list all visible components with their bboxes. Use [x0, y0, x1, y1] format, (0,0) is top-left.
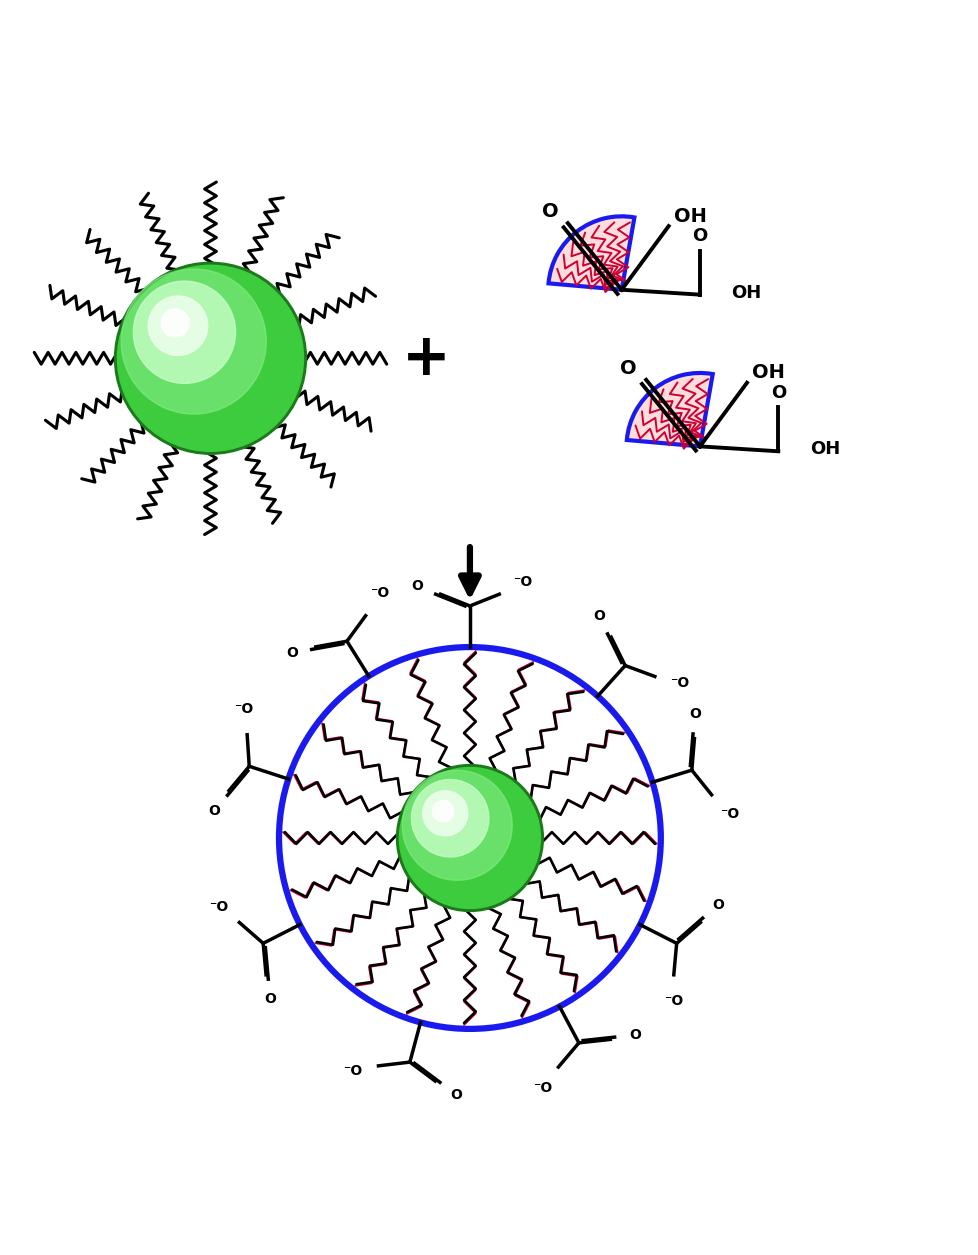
Text: ⁻O: ⁻O [342, 1064, 362, 1078]
Circle shape [117, 265, 303, 452]
Text: O: O [628, 1028, 640, 1043]
Text: ⁻O: ⁻O [234, 702, 252, 715]
Text: ⁻O: ⁻O [533, 1082, 553, 1096]
Text: ⁻O: ⁻O [670, 676, 689, 690]
Text: O: O [691, 227, 707, 245]
Text: O: O [208, 803, 220, 817]
Circle shape [148, 296, 207, 355]
Circle shape [279, 648, 660, 1029]
Text: ⁻O: ⁻O [720, 807, 738, 821]
Text: ⁻O: ⁻O [512, 576, 532, 590]
Text: O: O [263, 993, 276, 1007]
Circle shape [114, 262, 306, 454]
Text: ⁻O: ⁻O [663, 994, 683, 1008]
Text: O: O [411, 580, 422, 594]
Text: O: O [620, 359, 636, 378]
Text: O: O [711, 899, 724, 912]
Circle shape [133, 281, 236, 383]
Text: ⁻O: ⁻O [370, 586, 388, 600]
Text: +: + [401, 330, 450, 387]
Circle shape [411, 779, 488, 857]
Circle shape [121, 269, 266, 414]
Text: O: O [542, 202, 557, 221]
Circle shape [161, 309, 189, 336]
Text: O: O [450, 1088, 462, 1102]
Circle shape [432, 801, 453, 822]
Text: O: O [286, 645, 297, 660]
Text: O: O [770, 384, 785, 402]
Circle shape [399, 768, 540, 909]
Text: O: O [593, 609, 604, 622]
Text: OH: OH [731, 284, 761, 301]
Wedge shape [626, 373, 712, 447]
Circle shape [396, 764, 543, 911]
Text: OH: OH [751, 364, 784, 383]
Text: OH: OH [809, 441, 839, 458]
Text: OH: OH [673, 207, 706, 226]
Wedge shape [548, 216, 634, 290]
Circle shape [402, 771, 511, 880]
Circle shape [422, 791, 467, 836]
Text: O: O [689, 707, 700, 720]
Text: ⁻O: ⁻O [208, 900, 228, 914]
